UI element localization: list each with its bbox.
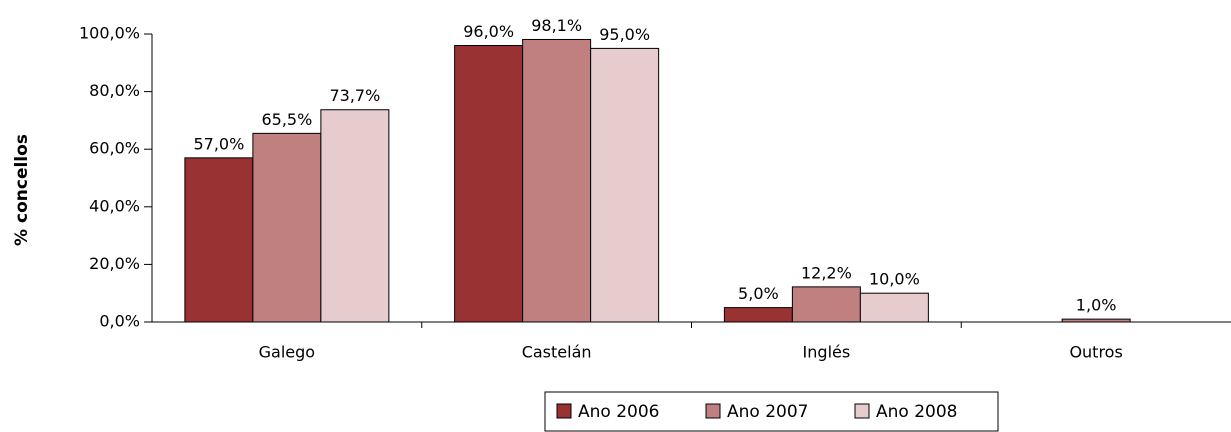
data-label: 96,0%: [463, 22, 514, 41]
data-label: 12,2%: [801, 263, 852, 282]
y-axis-label: % concellos: [12, 134, 32, 246]
y-tick-label: 40,0%: [89, 196, 140, 215]
bar: [522, 38, 592, 323]
data-label: 5,0%: [738, 284, 779, 303]
legend-swatch: [556, 403, 572, 419]
bar: [454, 45, 524, 323]
y-tick-label: 80,0%: [89, 81, 140, 100]
data-label: 98,1%: [531, 16, 582, 35]
data-label: 73,7%: [329, 86, 380, 105]
x-tick-label: Castelán: [522, 343, 592, 362]
legend-swatch: [854, 403, 870, 419]
bar: [320, 109, 390, 323]
legend-label: Ano 2007: [727, 402, 808, 422]
bar: [590, 47, 660, 323]
bar: [184, 157, 254, 323]
bar: [252, 132, 322, 323]
data-label: 57,0%: [193, 134, 244, 153]
y-tick-label: 20,0%: [89, 254, 140, 273]
data-label: 10,0%: [869, 270, 920, 289]
legend-label: Ano 2006: [578, 402, 659, 422]
legend-box: [544, 391, 999, 432]
x-tick-label: Galego: [259, 343, 315, 362]
legend-swatch: [705, 403, 721, 419]
data-label: 65,5%: [261, 110, 312, 129]
bar: [859, 292, 929, 323]
data-label: 1,0%: [1076, 296, 1117, 315]
x-tick-label: Inglés: [803, 343, 851, 362]
bar: [791, 286, 861, 323]
bar: [723, 307, 793, 323]
legend-label: Ano 2008: [876, 402, 957, 422]
y-tick-label: 0,0%: [99, 312, 140, 331]
data-label: 95,0%: [599, 25, 650, 44]
x-tick-label: Outros: [1069, 343, 1122, 362]
y-tick-label: 100,0%: [79, 24, 140, 43]
y-tick-label: 60,0%: [89, 139, 140, 158]
